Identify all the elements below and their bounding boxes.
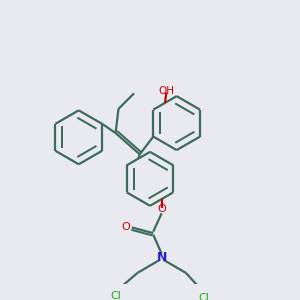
Text: N: N	[157, 251, 167, 264]
Text: Cl: Cl	[199, 292, 210, 300]
Text: OH: OH	[158, 86, 174, 96]
Text: O: O	[122, 222, 130, 233]
Text: Cl: Cl	[111, 291, 122, 300]
Text: O: O	[157, 204, 166, 214]
